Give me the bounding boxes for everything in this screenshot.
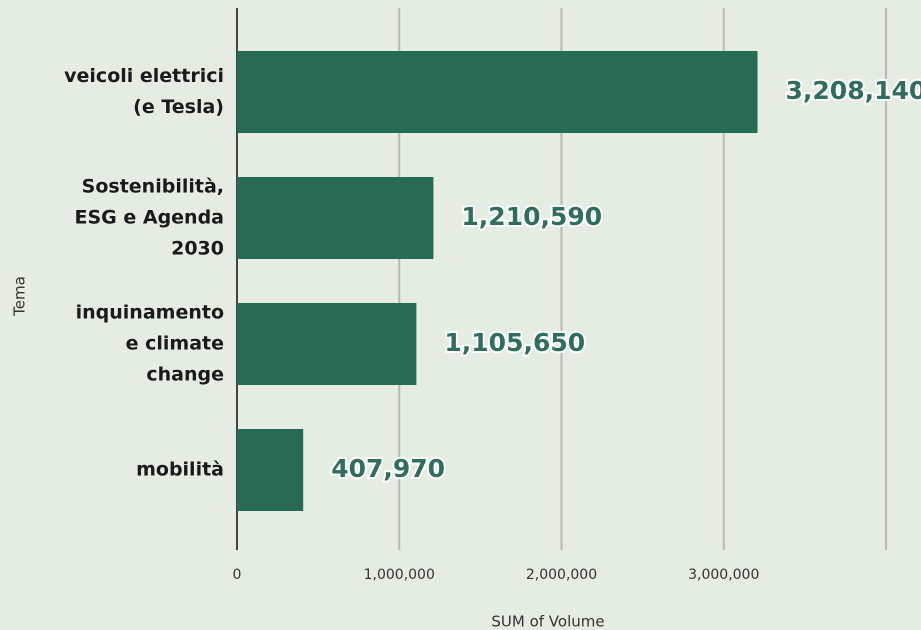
x-tick-label: 2,000,000	[526, 567, 597, 583]
value-label: 1,210,590	[461, 202, 602, 231]
bar	[237, 177, 434, 259]
y-tick-label: veicoli elettrici (e Tesla)	[64, 65, 224, 118]
value-label: 1,105,650	[444, 328, 585, 357]
bar	[237, 429, 304, 511]
y-axis-title: Tema	[11, 276, 29, 317]
x-axis-title: SUM of Volume	[491, 613, 604, 630]
x-tick-label: 1,000,000	[364, 567, 435, 583]
bar	[237, 303, 417, 385]
y-tick-label: Sostenibilità, ESG e Agenda 2030	[74, 175, 224, 260]
x-tick-label: 0	[233, 567, 242, 583]
y-tick-label: mobilità	[136, 458, 224, 481]
x-tick-label: 3,000,000	[688, 567, 759, 583]
bar	[237, 51, 758, 133]
value-label: 3,208,140	[786, 76, 921, 105]
value-label: 407,970	[331, 454, 445, 483]
y-tick-label: inquinamento e climate change	[75, 301, 224, 386]
